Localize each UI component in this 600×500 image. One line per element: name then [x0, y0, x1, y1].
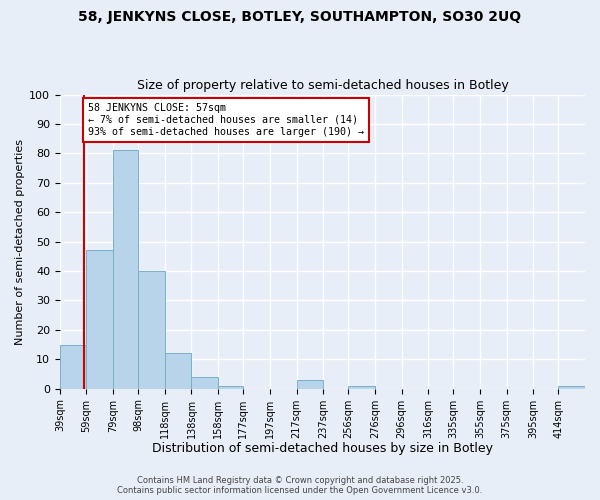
- Bar: [191, 377, 218, 388]
- X-axis label: Distribution of semi-detached houses by size in Botley: Distribution of semi-detached houses by …: [152, 442, 493, 455]
- Text: Contains HM Land Registry data © Crown copyright and database right 2025.
Contai: Contains HM Land Registry data © Crown c…: [118, 476, 482, 495]
- Text: 58, JENKYNS CLOSE, BOTLEY, SOUTHAMPTON, SO30 2UQ: 58, JENKYNS CLOSE, BOTLEY, SOUTHAMPTON, …: [79, 10, 521, 24]
- Bar: [86, 250, 113, 388]
- Bar: [559, 386, 585, 388]
- Bar: [218, 386, 244, 388]
- Bar: [60, 344, 86, 389]
- Title: Size of property relative to semi-detached houses in Botley: Size of property relative to semi-detach…: [137, 79, 508, 92]
- Bar: [296, 380, 323, 388]
- Bar: [139, 271, 165, 388]
- Bar: [113, 150, 139, 388]
- Bar: [349, 386, 375, 388]
- Y-axis label: Number of semi-detached properties: Number of semi-detached properties: [15, 138, 25, 344]
- Text: 58 JENKYNS CLOSE: 57sqm
← 7% of semi-detached houses are smaller (14)
93% of sem: 58 JENKYNS CLOSE: 57sqm ← 7% of semi-det…: [88, 104, 364, 136]
- Bar: [165, 354, 191, 388]
